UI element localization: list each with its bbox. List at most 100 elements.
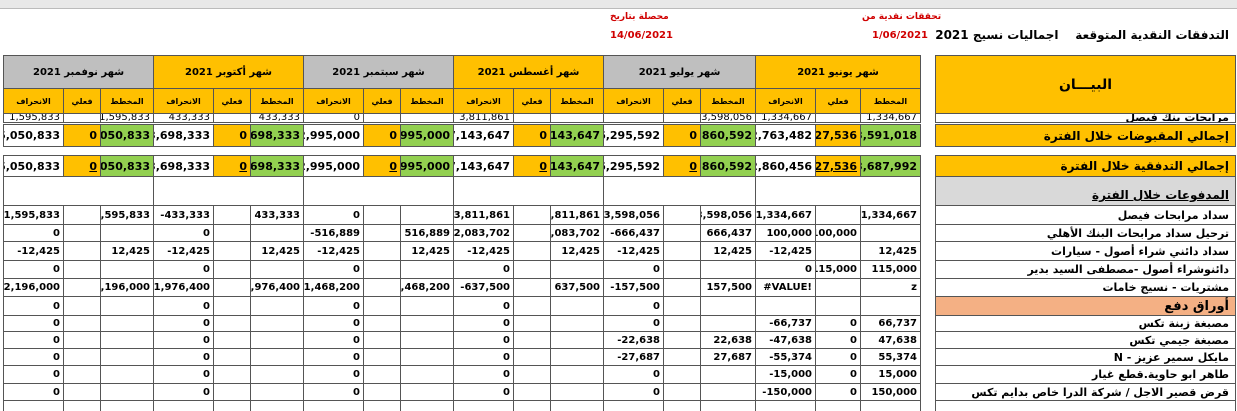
value-cell bbox=[400, 348, 454, 366]
value-cell: 12,425 bbox=[550, 241, 604, 261]
value-cell: 0 bbox=[755, 260, 816, 279]
value-cell bbox=[363, 315, 401, 332]
value-cell: 0 bbox=[815, 383, 861, 401]
value-cell bbox=[400, 383, 454, 401]
value-cell bbox=[63, 331, 101, 349]
value-cell: 0 bbox=[303, 205, 364, 225]
value-cell bbox=[63, 260, 101, 279]
value-cell: 22,638 bbox=[700, 331, 756, 349]
sub-header: الانحراف bbox=[3, 88, 64, 114]
value-cell: 0 bbox=[513, 124, 551, 147]
value-cell: 666,437 bbox=[700, 224, 756, 242]
row-label: مايكل سمير عزيز - N bbox=[935, 348, 1236, 366]
value-cell: 0 bbox=[3, 348, 64, 366]
value-cell: 0 bbox=[213, 124, 251, 147]
value-cell: 3,591,018 bbox=[860, 124, 921, 147]
sub-header: الانحراف bbox=[453, 88, 514, 114]
value-cell bbox=[815, 278, 861, 297]
value-cell: -12,425 bbox=[303, 241, 364, 261]
value-cell: 0 bbox=[153, 315, 214, 332]
value-cell bbox=[63, 241, 101, 261]
row-label: المدفوعات خلال الفترة bbox=[935, 176, 1236, 206]
value-cell bbox=[663, 383, 701, 401]
value-cell bbox=[250, 224, 304, 242]
value-cell bbox=[250, 260, 304, 279]
value-cell bbox=[213, 365, 251, 384]
value-cell: -55,374 bbox=[755, 348, 816, 366]
value-cell bbox=[250, 383, 304, 401]
value-cell bbox=[663, 315, 701, 332]
value-cell: 12,425 bbox=[400, 241, 454, 261]
collected-label: محصلة بتاريخ bbox=[610, 12, 669, 22]
value-cell bbox=[363, 205, 401, 225]
value-cell: -22,638 bbox=[603, 331, 664, 349]
value-cell bbox=[363, 331, 401, 349]
value-cell bbox=[663, 278, 701, 297]
value-cell: 115,000 bbox=[860, 260, 921, 279]
month-header: شهر أغسطس 2021 bbox=[453, 55, 604, 89]
value-cell: 0 bbox=[815, 331, 861, 349]
value-cell: -433,333 bbox=[153, 205, 214, 225]
value-cell: 0 bbox=[303, 383, 364, 401]
sub-header: فعلي bbox=[363, 88, 401, 114]
value-cell bbox=[860, 224, 921, 242]
value-cell: 55,374 bbox=[860, 348, 921, 366]
value-cell: 1,334,667 bbox=[860, 113, 921, 123]
value-cell bbox=[513, 315, 551, 332]
value-cell bbox=[363, 365, 401, 384]
value-cell: 0 bbox=[3, 224, 64, 242]
value-cell: 27,687 bbox=[700, 348, 756, 366]
value-cell: 0 bbox=[453, 331, 514, 349]
value-cell bbox=[213, 205, 251, 225]
value-cell bbox=[213, 241, 251, 261]
value-cell: 0 bbox=[453, 296, 514, 316]
value-cell: 6,295,592 bbox=[603, 124, 664, 147]
value-cell bbox=[363, 241, 401, 261]
value-cell: 0 bbox=[303, 348, 364, 366]
value-cell bbox=[513, 241, 551, 261]
value-cell: 0 bbox=[3, 315, 64, 332]
value-cell: -1,334,667 bbox=[755, 205, 816, 225]
value-cell: 0 bbox=[453, 383, 514, 401]
value-cell: -157,500 bbox=[603, 278, 664, 297]
value-cell: 2,995,000 bbox=[303, 124, 364, 147]
value-cell: 0 bbox=[453, 365, 514, 384]
value-cell: 6,295,592 bbox=[603, 155, 664, 177]
value-cell: 12,425 bbox=[700, 241, 756, 261]
value-cell: -12,425 bbox=[3, 241, 64, 261]
value-cell bbox=[815, 241, 861, 261]
sub-header: الانحراف bbox=[755, 88, 816, 114]
value-cell bbox=[100, 348, 154, 366]
value-cell: 0 bbox=[153, 348, 214, 366]
empty-cell bbox=[3, 176, 154, 206]
empty-cell bbox=[303, 400, 364, 411]
value-cell bbox=[550, 296, 604, 316]
value-cell bbox=[100, 383, 154, 401]
value-cell bbox=[513, 278, 551, 297]
value-cell: 0 bbox=[815, 315, 861, 332]
value-cell: 827,536 bbox=[815, 155, 861, 177]
value-cell bbox=[513, 296, 551, 316]
value-cell: 0 bbox=[213, 155, 251, 177]
value-cell: 0 bbox=[3, 365, 64, 384]
value-cell: 0 bbox=[303, 331, 364, 349]
value-cell bbox=[663, 348, 701, 366]
column-header-strip bbox=[0, 0, 1237, 9]
value-cell: 0 bbox=[153, 224, 214, 242]
value-cell bbox=[815, 113, 861, 123]
value-cell: 0 bbox=[63, 124, 101, 147]
row-label: طاهر ابو حاوية.قطع غيار bbox=[935, 365, 1236, 384]
sub-header: فعلي bbox=[213, 88, 251, 114]
sub-header: الانحراف bbox=[303, 88, 364, 114]
value-cell: 0 bbox=[453, 348, 514, 366]
value-cell: 0 bbox=[153, 383, 214, 401]
value-cell: -2,083,702 bbox=[453, 224, 514, 242]
row-label: قرض قصير الاجل / شركة الدرا خاص بدايم تك… bbox=[935, 383, 1236, 401]
sub-header: المخطط bbox=[250, 88, 304, 114]
value-cell: 47,638 bbox=[860, 331, 921, 349]
value-cell bbox=[663, 365, 701, 384]
value-cell: 5,050,833 bbox=[3, 155, 64, 177]
value-cell bbox=[213, 278, 251, 297]
month-header: شهر سبتمبر 2021 bbox=[303, 55, 454, 89]
value-cell: 0 bbox=[303, 296, 364, 316]
